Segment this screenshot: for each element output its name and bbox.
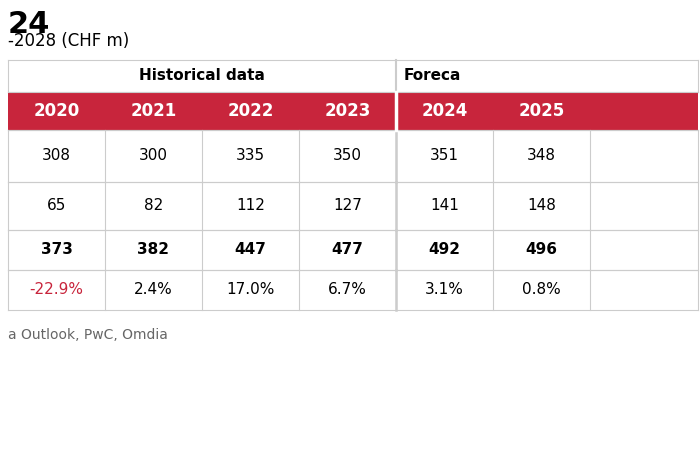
Text: 348: 348 (527, 148, 556, 163)
Bar (202, 92, 299, 130)
Text: 382: 382 (137, 243, 169, 257)
Text: 335: 335 (236, 148, 265, 163)
Text: 308: 308 (42, 148, 71, 163)
Text: 65: 65 (47, 198, 66, 213)
Text: 24: 24 (8, 10, 50, 39)
Text: -2028 (CHF m): -2028 (CHF m) (8, 32, 130, 50)
Text: 3.1%: 3.1% (425, 283, 464, 297)
Bar (590, 92, 698, 130)
Text: 300: 300 (139, 148, 168, 163)
Text: 141: 141 (430, 198, 459, 213)
Bar (8, 130, 698, 182)
Bar (8, 230, 698, 270)
Bar (105, 92, 202, 130)
Text: 127: 127 (333, 198, 362, 213)
Text: 2022: 2022 (228, 102, 274, 120)
Text: 2.4%: 2.4% (134, 283, 173, 297)
Bar (8, 270, 698, 310)
Text: 2025: 2025 (519, 102, 565, 120)
Text: a Outlook, PwC, Omdia: a Outlook, PwC, Omdia (8, 328, 168, 342)
Bar (8, 60, 396, 92)
Text: 2024: 2024 (421, 102, 468, 120)
Text: 447: 447 (234, 243, 267, 257)
Text: 0.8%: 0.8% (522, 283, 561, 297)
Bar (299, 92, 396, 130)
Text: 6.7%: 6.7% (328, 283, 367, 297)
Text: 82: 82 (144, 198, 163, 213)
Text: 2023: 2023 (324, 102, 371, 120)
Text: 350: 350 (333, 148, 362, 163)
Text: 17.0%: 17.0% (226, 283, 274, 297)
Text: -22.9%: -22.9% (29, 283, 83, 297)
Text: 496: 496 (526, 243, 557, 257)
Text: 112: 112 (236, 198, 265, 213)
Text: 148: 148 (527, 198, 556, 213)
Text: 477: 477 (332, 243, 363, 257)
Text: 2020: 2020 (34, 102, 80, 120)
Text: 492: 492 (428, 243, 461, 257)
Bar (8, 182, 698, 230)
Text: 373: 373 (41, 243, 72, 257)
Bar (8, 92, 105, 130)
Text: Foreca: Foreca (404, 68, 461, 84)
Bar (396, 60, 698, 92)
Text: 351: 351 (430, 148, 459, 163)
Bar (493, 92, 590, 130)
Text: 2021: 2021 (130, 102, 176, 120)
Bar (396, 92, 493, 130)
Text: Historical data: Historical data (139, 68, 265, 84)
